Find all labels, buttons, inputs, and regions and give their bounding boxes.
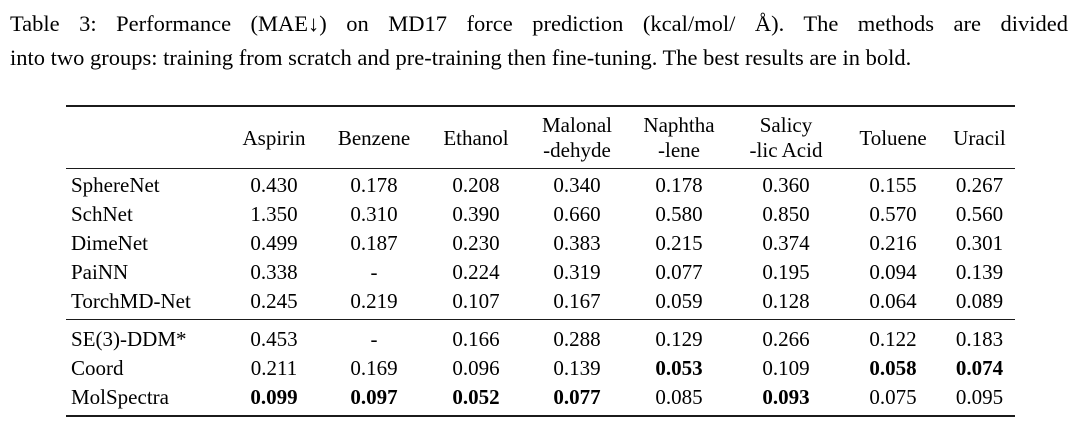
value-cell: 0.052: [452, 385, 500, 409]
value-cell: 0.211: [250, 356, 298, 380]
method-name: DimeNet: [71, 231, 148, 255]
value-cell: 0.085: [655, 385, 703, 409]
value-cell: 0.167: [553, 289, 601, 313]
value-cell: -: [370, 327, 378, 351]
value-cell: 0.560: [955, 202, 1004, 226]
value-cell: 0.074: [955, 356, 1004, 380]
value-cell: 0.059: [655, 289, 703, 313]
value-cell: 0.109: [762, 356, 810, 380]
value-cell: 0.094: [869, 260, 917, 284]
value-cell: 0.208: [452, 173, 500, 197]
value-cell: 0.430: [250, 173, 298, 197]
table-caption: Table 3: Performance (MAE↓) on MD17 forc…: [0, 0, 1080, 75]
value-cell: 0.096: [452, 356, 500, 380]
group-training-from-scratch: SphereNet 0.430 0.178 0.208 0.340 0.178 0.360 0…: [66, 169, 1015, 320]
table-row: SchNet 1.350 0.310 0.390 0.660 0.580 0.850 0.57…: [66, 200, 1015, 229]
value-cell: 0.075: [869, 385, 917, 409]
column-header: Ethanol: [443, 125, 509, 150]
value-cell: 0.245: [250, 289, 298, 313]
value-cell: 0.053: [655, 356, 703, 380]
value-cell: 0.390: [452, 202, 500, 226]
value-cell: 0.095: [955, 385, 1004, 409]
value-cell: 0.122: [869, 327, 917, 351]
value-cell: 0.216: [869, 231, 917, 255]
value-cell: 0.128: [762, 289, 810, 313]
value-cell: 0.183: [955, 327, 1004, 351]
table-row: TorchMD-Net 0.245 0.219 0.107 0.167 0.059 0.12…: [66, 287, 1015, 320]
header-row: Aspirin Benzene Ethanol Malonal -dehyde Napht…: [66, 106, 1015, 169]
value-cell: 0.453: [250, 327, 298, 351]
value-cell: 0.310: [350, 202, 398, 226]
value-cell: 0.499: [250, 231, 298, 255]
method-name: PaiNN: [71, 260, 129, 284]
column-header: Malonal -dehyde: [542, 113, 612, 162]
value-cell: 0.097: [350, 385, 398, 409]
value-cell: 0.064: [869, 289, 917, 313]
value-cell: 0.187: [350, 231, 398, 255]
method-name: SE(3)-DDM*: [71, 327, 187, 351]
value-cell: 0.383: [553, 231, 601, 255]
value-cell: 0.301: [955, 231, 1004, 255]
paper-table-figure: Table 3: Performance (MAE↓) on MD17 forc…: [0, 0, 1080, 417]
value-cell: 0.139: [955, 260, 1004, 284]
value-cell: 0.224: [452, 260, 500, 284]
method-name: MolSpectra: [71, 385, 169, 409]
value-cell: 0.129: [655, 327, 703, 351]
value-cell: 0.169: [350, 356, 398, 380]
value-cell: 0.288: [553, 327, 601, 351]
table-header: Aspirin Benzene Ethanol Malonal -dehyde Napht…: [66, 106, 1015, 169]
value-cell: 0.215: [655, 231, 703, 255]
value-cell: 0.155: [869, 173, 917, 197]
column-header: Naphtha -lene: [643, 113, 715, 162]
value-cell: 0.099: [250, 385, 298, 409]
value-cell: 0.230: [452, 231, 500, 255]
group-pretraining-finetuning: SE(3)-DDM* 0.453 - 0.166 0.288 0.129 0.266 0.12…: [66, 320, 1015, 416]
caption-line-1: Table 3: Performance (MAE↓) on MD17 forc…: [10, 11, 1068, 36]
value-cell: 0.178: [350, 173, 398, 197]
value-cell: 0.178: [655, 173, 703, 197]
value-cell: 0.166: [452, 327, 500, 351]
column-header: Uracil: [953, 125, 1006, 150]
table-row: MolSpectra 0.099 0.097 0.052 0.077 0.085 0.093…: [66, 383, 1015, 416]
value-cell: 0.058: [869, 356, 917, 380]
value-cell: 0.340: [553, 173, 601, 197]
table-row: SE(3)-DDM* 0.453 - 0.166 0.288 0.129 0.266 0.12…: [66, 320, 1015, 355]
method-name: TorchMD-Net: [71, 289, 191, 313]
column-header: Salicy -lic Acid: [749, 113, 823, 162]
value-cell: 0.319: [553, 260, 601, 284]
value-cell: 0.077: [655, 260, 703, 284]
value-cell: 0.267: [955, 173, 1004, 197]
value-cell: 0.089: [955, 289, 1004, 313]
value-cell: 0.195: [762, 260, 810, 284]
method-name: Coord: [71, 356, 124, 380]
value-cell: -: [370, 260, 378, 284]
column-header: Toluene: [859, 125, 927, 150]
value-cell: 0.570: [869, 202, 917, 226]
results-table: Aspirin Benzene Ethanol Malonal -dehyde Napht…: [66, 105, 1015, 417]
caption-line-2: into two groups: training from scratch a…: [10, 45, 912, 70]
method-name: SphereNet: [71, 173, 160, 197]
table-row: PaiNN 0.338 - 0.224 0.319 0.077 0.195 0.094 0.13…: [66, 258, 1015, 287]
value-cell: 0.374: [762, 231, 810, 255]
value-cell: 0.850: [762, 202, 810, 226]
value-cell: 0.093: [762, 385, 810, 409]
value-cell: 0.360: [762, 173, 810, 197]
value-cell: 0.580: [655, 202, 703, 226]
value-cell: 0.139: [553, 356, 601, 380]
value-cell: 0.077: [553, 385, 601, 409]
value-cell: 0.219: [350, 289, 398, 313]
table-row: Coord 0.211 0.169 0.096 0.139 0.053 0.109 0.058…: [66, 354, 1015, 383]
value-cell: 0.660: [553, 202, 601, 226]
value-cell: 0.266: [762, 327, 810, 351]
table-row: SphereNet 0.430 0.178 0.208 0.340 0.178 0.360 0…: [66, 169, 1015, 201]
column-header: Aspirin: [242, 125, 306, 150]
value-cell: 1.350: [250, 202, 298, 226]
table-row: DimeNet 0.499 0.187 0.230 0.383 0.215 0.374 0.2…: [66, 229, 1015, 258]
column-header: Benzene: [337, 125, 411, 150]
corner-cell: [66, 106, 226, 169]
value-cell: 0.338: [250, 260, 298, 284]
method-name: SchNet: [71, 202, 133, 226]
value-cell: 0.107: [452, 289, 500, 313]
